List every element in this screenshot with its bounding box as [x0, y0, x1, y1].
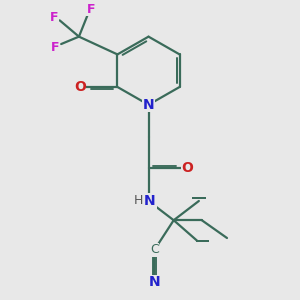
- Text: C: C: [150, 243, 159, 256]
- Text: F: F: [86, 3, 95, 16]
- Text: F: F: [51, 40, 59, 53]
- Text: N: N: [143, 98, 154, 112]
- Text: H: H: [134, 194, 143, 208]
- Text: F: F: [50, 11, 58, 24]
- Text: N: N: [148, 275, 160, 290]
- Text: N: N: [144, 194, 156, 208]
- Text: O: O: [182, 161, 194, 176]
- Text: O: O: [74, 80, 86, 94]
